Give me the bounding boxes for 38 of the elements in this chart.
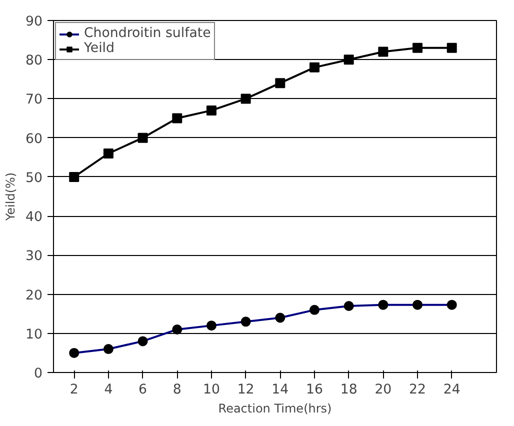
y-tick-label: 30	[26, 249, 43, 264]
y-tick-label: 60	[26, 132, 43, 147]
x-tick-label: 18	[340, 382, 358, 398]
x-tick-label: 2	[70, 382, 78, 398]
y-tick-label: 90	[26, 14, 43, 30]
y-tick-label: 70	[26, 92, 43, 108]
y-tick-label: 0	[34, 366, 43, 382]
x-tick-label: 16	[306, 382, 323, 398]
point	[344, 54, 354, 65]
point	[446, 42, 457, 53]
point	[412, 42, 423, 53]
legend-label: Yeild	[84, 41, 114, 56]
point	[172, 113, 182, 124]
y-tick-label: 40	[26, 210, 43, 226]
point	[138, 132, 148, 143]
point	[309, 62, 320, 72]
point	[240, 94, 251, 104]
y-tick-label: 80	[26, 54, 43, 69]
y-tick-label: 10	[26, 327, 43, 342]
x-tick-label: 12	[237, 382, 254, 398]
x-tick-label: 4	[104, 382, 113, 398]
y-tick-label: 50	[26, 170, 43, 186]
point	[103, 148, 114, 158]
point	[69, 172, 80, 182]
x-tick-label: 8	[172, 382, 182, 398]
x-tick-label: 10	[202, 382, 220, 398]
x-tick-label: 6	[138, 382, 148, 398]
y-tick-label: 20	[26, 288, 43, 304]
x-axis-title: Reaction Time(hrs)	[218, 402, 332, 416]
x-tick-label: 20	[374, 382, 392, 398]
point	[206, 105, 216, 116]
x-tick-label: 22	[409, 382, 426, 398]
point	[275, 78, 286, 88]
point	[378, 46, 388, 57]
legend-label: Chondroitin sulfate	[84, 26, 211, 41]
y-axis-title: Yeild(%)	[4, 172, 18, 222]
x-tick-label: 14	[272, 382, 289, 398]
x-tick-label: 24	[443, 382, 460, 398]
